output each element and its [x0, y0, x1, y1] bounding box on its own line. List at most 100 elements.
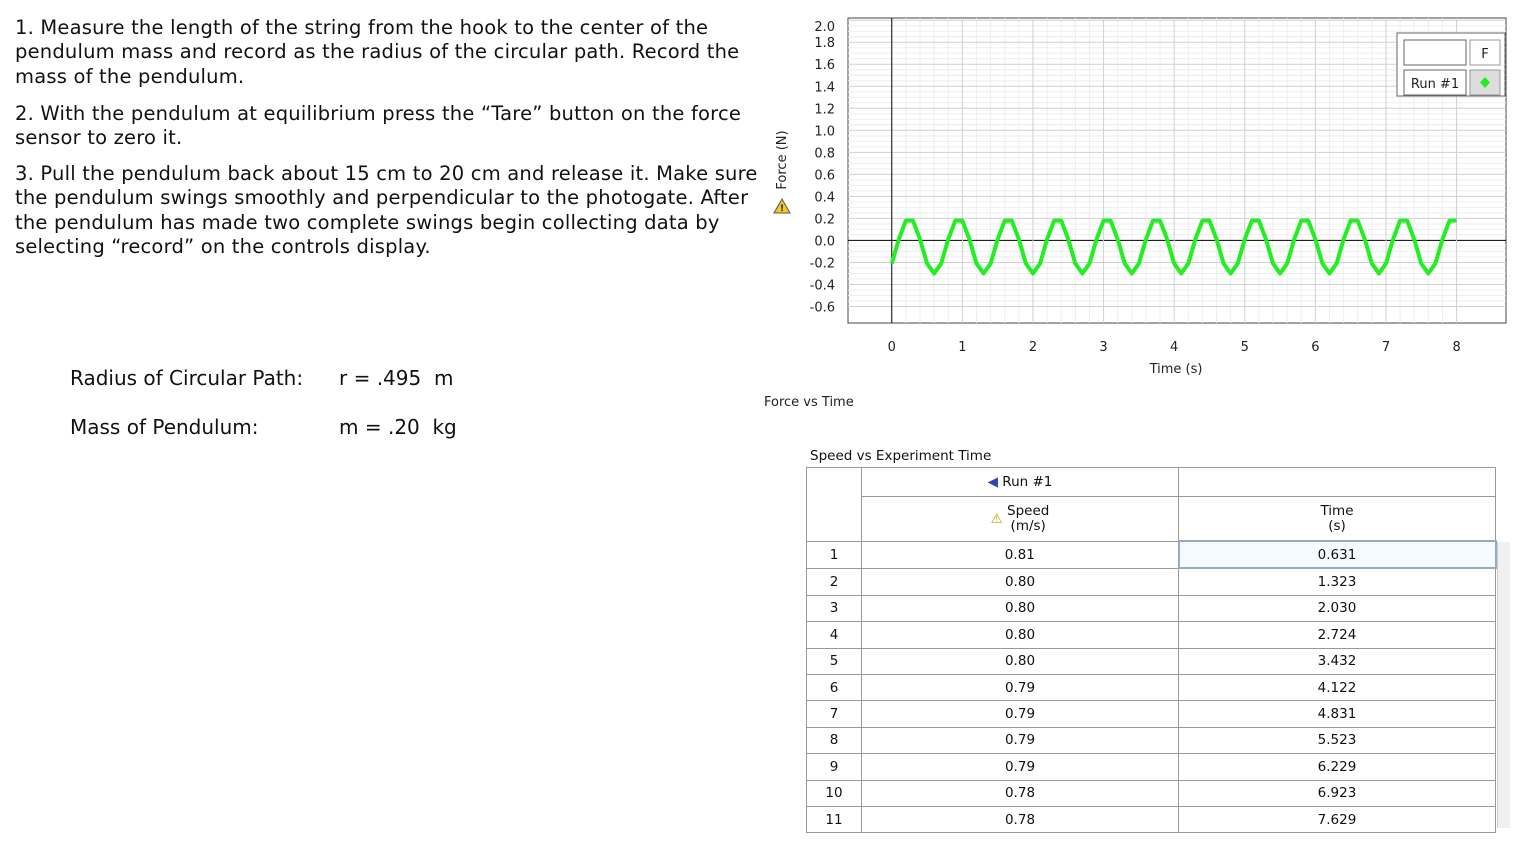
- table-cell: 0.78: [861, 779, 1179, 807]
- instruction: 1. Measure the length of the string from…: [15, 16, 740, 88]
- y-tick-label: 0.8: [814, 146, 835, 161]
- table-row: 1 0.81 0.631: [806, 539, 1497, 570]
- corner-cell: [806, 467, 862, 542]
- row-number: 4: [806, 621, 862, 649]
- table-cell: 0.80: [861, 647, 1179, 675]
- x-tick-label: 2: [1029, 340, 1037, 355]
- x-tick-label: 5: [1241, 340, 1249, 355]
- y-tick-label: 1.0: [814, 124, 835, 139]
- table-cell: 4.122: [1178, 673, 1496, 702]
- row-number: 7: [806, 700, 862, 728]
- table-cell: 0.79: [861, 726, 1179, 755]
- measure-value: r = .495 m: [339, 366, 454, 390]
- table-cell: 0.81: [861, 540, 1179, 569]
- measure-label: Radius of Circular Path:: [70, 366, 304, 390]
- legend: F Run #1: [1396, 32, 1506, 97]
- table-row: 3 0.80 2.030: [806, 594, 1496, 623]
- x-tick-label: 0: [888, 340, 896, 355]
- chart-caption: Force vs Time: [764, 395, 854, 410]
- table-cell: 4.831: [1178, 700, 1496, 728]
- col-header: ⚠ Speed (m/s): [861, 496, 1179, 542]
- chart: Force vs Time Time (s) Force (N) ! -0.6 -…: [764, 17, 1507, 410]
- table-row: 8 0.79 5.523: [806, 726, 1496, 755]
- run-header: ◀ Run #1: [861, 467, 1179, 497]
- y-tick-label: 0.6: [814, 168, 835, 183]
- row-number: 5: [806, 647, 862, 675]
- x-tick-label: 1: [958, 340, 966, 355]
- table-cell: 0.80: [861, 594, 1179, 623]
- y-tick-label: 1.6: [814, 58, 835, 73]
- col-name: Time: [1320, 502, 1354, 519]
- col-unit: (s): [1328, 517, 1346, 534]
- table-row: 10 0.78 6.923: [806, 779, 1496, 807]
- col-unit: (m/s): [1010, 517, 1046, 534]
- table-row: 11 0.78 7.629: [806, 805, 1496, 834]
- x-tick-label: 7: [1382, 340, 1390, 355]
- table-cell: 1.323: [1178, 567, 1496, 596]
- legend-cell: [1403, 39, 1467, 66]
- table-row: 2 0.80 1.323: [806, 567, 1496, 596]
- legend-cell: [1469, 39, 1501, 66]
- data-table: ◀ Run #1 ⚠ Speed (m/s) Time (s) 1 0.81 0.631…: [806, 467, 1497, 834]
- instruction: 2. With the pendulum at equilibrium pres…: [15, 102, 742, 150]
- legend-cell: [1403, 69, 1467, 96]
- run-name: Run #1: [1002, 474, 1053, 490]
- plot-area: [847, 17, 1507, 324]
- legend-header: F: [1481, 47, 1488, 62]
- table-cell: 0.79: [861, 673, 1179, 702]
- table-cell: 7.629: [1178, 805, 1496, 834]
- table-row: 7 0.79 4.831: [806, 700, 1496, 728]
- y-tick-label: 0.4: [814, 190, 835, 205]
- measure-value: m = .20 kg: [339, 415, 457, 439]
- y-axis-label: Force (N): [775, 130, 790, 189]
- col-header: Time (s): [1178, 496, 1496, 542]
- y-tick-label: -0.4: [810, 278, 835, 293]
- table-title: Speed vs Experiment Time: [810, 448, 992, 464]
- col-name: Speed: [1007, 502, 1050, 519]
- y-tick-label: 1.2: [814, 102, 835, 117]
- table-cell: 5.523: [1178, 726, 1496, 755]
- table-cell: 0.80: [861, 621, 1179, 649]
- table-row: 4 0.80 2.724: [806, 621, 1496, 649]
- table-cell: 3.432: [1178, 647, 1496, 675]
- x-tick-label: 3: [1099, 340, 1107, 355]
- y-tick-label: 1.4: [814, 80, 835, 95]
- x-tick-label: 4: [1170, 340, 1178, 355]
- table-row: 5 0.80 3.432: [806, 647, 1496, 675]
- x-tick-label: 8: [1452, 340, 1460, 355]
- table-cell: 2.724: [1178, 621, 1496, 649]
- table-cell: 2.030: [1178, 594, 1496, 623]
- row-number: 10: [806, 779, 862, 807]
- legend-swatch: [1480, 77, 1490, 88]
- table-cell: 0.79: [861, 700, 1179, 728]
- row-number: 9: [806, 753, 862, 781]
- y-tick-label: 0.2: [814, 212, 835, 227]
- empty-header: [1178, 467, 1496, 497]
- row-number: 1: [806, 540, 862, 569]
- row-number: 6: [806, 673, 862, 702]
- y-tick-label: -0.2: [810, 256, 835, 271]
- y-tick-label: 0.0: [814, 234, 835, 249]
- table-cell: 0.631: [1177, 539, 1497, 570]
- legend-label: Run #1: [1411, 77, 1459, 92]
- y-tick-label: 1.8: [814, 36, 835, 51]
- svg-text:!: !: [780, 204, 784, 214]
- measure-label: Mass of Pendulum:: [70, 415, 259, 439]
- table-cell: 0.78: [861, 805, 1179, 834]
- warning-icon: !: [773, 197, 791, 214]
- table-cell: 0.80: [861, 567, 1179, 596]
- y-tick-label: -0.6: [810, 300, 835, 315]
- row-number: 8: [806, 726, 862, 755]
- instruction: 3. Pull the pendulum back about 15 cm to…: [15, 162, 758, 259]
- table-row: 6 0.79 4.122: [806, 673, 1496, 702]
- table-cell: 6.229: [1178, 753, 1496, 781]
- row-number: 3: [806, 594, 862, 623]
- y-tick-label: 2.0: [814, 20, 835, 35]
- table-cell: 0.79: [861, 753, 1179, 781]
- row-number: 11: [806, 805, 862, 834]
- x-axis-label: Time (s): [1149, 362, 1203, 377]
- data-line: [889, 218, 1457, 276]
- scrollbar[interactable]: [1497, 542, 1510, 828]
- row-number: 2: [806, 567, 862, 596]
